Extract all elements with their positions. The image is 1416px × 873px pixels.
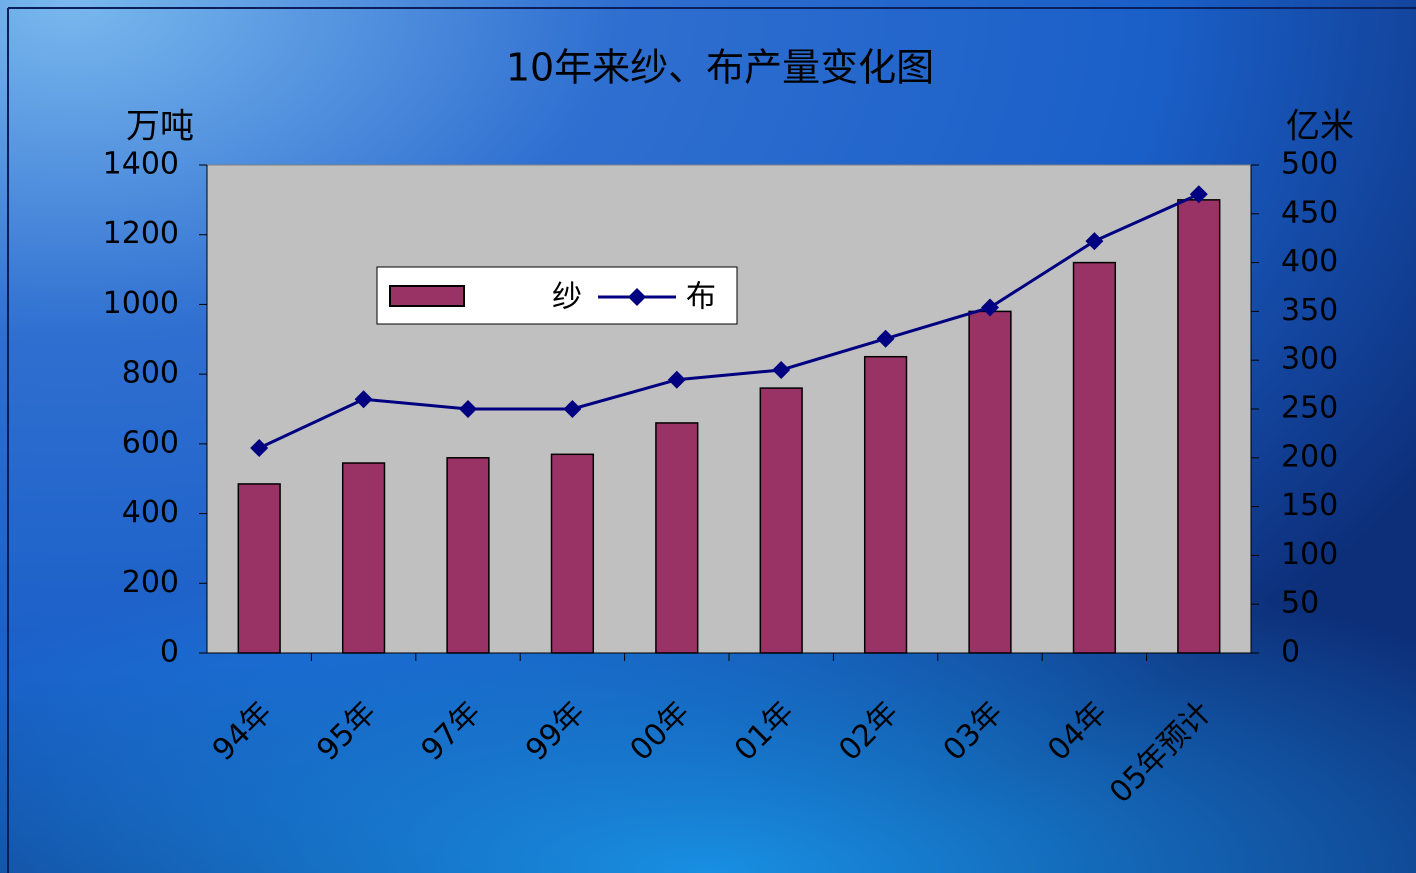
y-tick-label: 1000	[103, 286, 179, 321]
y2-tick-label: 250	[1281, 391, 1338, 426]
legend-label: 纱	[552, 280, 582, 315]
y-tick-label: 0	[160, 635, 179, 670]
y2-tick-label: 200	[1281, 439, 1338, 474]
bar	[341, 462, 386, 654]
y2-tick-label: 50	[1281, 586, 1319, 621]
y-tick-label: 200	[122, 565, 179, 600]
bar	[1177, 199, 1221, 654]
y2-tick-label: 150	[1281, 488, 1338, 523]
y-axis-label: 万吨	[126, 107, 194, 147]
line-marker	[1189, 185, 1208, 204]
chart-title: 10年来纱、布产量变化图	[506, 46, 934, 90]
y2-tick-label: 300	[1281, 342, 1338, 377]
line-marker	[459, 400, 477, 418]
y-tick-label: 1400	[103, 147, 179, 182]
y-tick-label: 400	[122, 495, 179, 530]
bar	[655, 422, 699, 654]
bar	[1072, 261, 1117, 654]
line-marker	[981, 298, 999, 317]
line-marker	[876, 329, 895, 348]
line-marker	[628, 288, 646, 306]
legend-swatch	[389, 285, 465, 307]
bar	[446, 457, 490, 654]
bar	[863, 355, 908, 654]
line-marker	[667, 370, 686, 389]
y2-tick-label: 450	[1281, 195, 1338, 230]
line-marker	[772, 360, 791, 379]
bar	[968, 310, 1012, 654]
y2-tick-label: 100	[1281, 537, 1338, 572]
line-marker	[250, 439, 269, 458]
legend-label: 布	[686, 280, 716, 315]
y2-tick-label: 0	[1281, 635, 1300, 670]
y2-tick-label: 350	[1281, 293, 1338, 328]
y2-tick-label: 500	[1281, 147, 1338, 182]
line-marker	[1085, 232, 1104, 251]
line-marker	[563, 400, 582, 418]
y-tick-label: 800	[122, 356, 179, 391]
y2-tick-label: 400	[1281, 244, 1338, 279]
y-tick-label: 1200	[103, 216, 179, 251]
y-tick-label: 600	[122, 425, 179, 460]
y2-axis-label: 亿米	[1286, 107, 1354, 147]
bar	[237, 483, 281, 654]
line-marker	[354, 390, 373, 409]
line	[258, 192, 1200, 450]
bar	[550, 453, 595, 654]
bar	[759, 387, 803, 654]
